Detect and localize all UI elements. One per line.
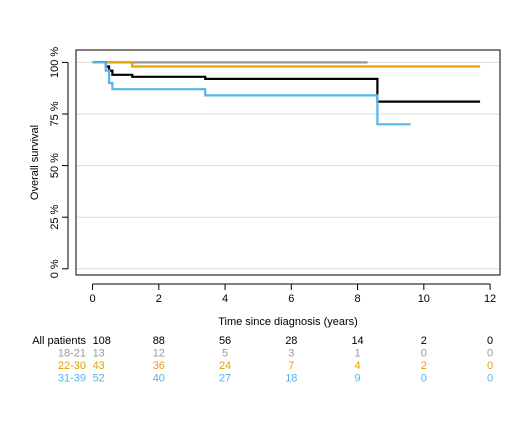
risk-count: 0 [487, 335, 493, 347]
x-tick-label: 10 [418, 293, 430, 305]
risk-count: 28 [285, 335, 297, 347]
y-tick-label: 50 % [49, 153, 61, 178]
risk-count: 36 [153, 360, 165, 372]
x-axis: 0 2 4 6 8 10 12 [90, 283, 496, 305]
risk-count: 12 [153, 348, 165, 360]
risk-count: 43 [93, 360, 105, 372]
y-axis-title: Overall survival [29, 125, 41, 200]
risk-count: 108 [93, 335, 111, 347]
plot-frame [75, 49, 501, 276]
risk-count: 88 [153, 335, 165, 347]
risk-count: 0 [487, 348, 493, 360]
y-tick-label: 0 % [49, 259, 61, 278]
risk-count: 56 [219, 335, 231, 347]
risk-row-label: 22-30 [58, 360, 86, 372]
x-tick-label: 4 [222, 293, 228, 305]
risk-count: 0 [487, 373, 493, 385]
risk-count: 0 [421, 373, 427, 385]
x-tick-label: 6 [288, 293, 294, 305]
risk-row-label: All patients [32, 335, 86, 347]
x-tick-label: 2 [156, 293, 162, 305]
x-tick-label: 0 [90, 293, 96, 305]
y-axis: 0 % 25 % 50 % 75 % 100 % [49, 47, 69, 278]
risk-row-label: 18-21 [58, 348, 86, 360]
risk-count: 13 [93, 348, 105, 360]
risk-count: 0 [487, 360, 493, 372]
risk-count: 4 [355, 360, 361, 372]
risk-table: All patients 108 88 56 28 14 2 018-21 13 12 5 3 1 0 02… [32, 335, 493, 385]
risk-count: 18 [285, 373, 297, 385]
risk-count: 3 [288, 348, 294, 360]
survival-curve-2 [92, 61, 481, 68]
risk-count: 1 [355, 348, 361, 360]
x-tick-label: 12 [484, 293, 496, 305]
risk-count: 24 [219, 360, 231, 372]
risk-count: 14 [351, 335, 363, 347]
risk-count: 9 [355, 373, 361, 385]
risk-count: 0 [421, 348, 427, 360]
survival-curves [92, 61, 481, 126]
risk-count: 52 [93, 373, 105, 385]
risk-count: 7 [288, 360, 294, 372]
risk-row-label: 31-39 [58, 373, 86, 385]
risk-count: 2 [421, 360, 427, 372]
risk-count: 40 [153, 373, 165, 385]
y-tick-label: 25 % [49, 204, 61, 229]
x-tick-label: 8 [355, 293, 361, 305]
risk-count: 2 [421, 335, 427, 347]
x-axis-title: Time since diagnosis (years) [218, 316, 358, 328]
risk-count: 27 [219, 373, 231, 385]
y-tick-label: 75 % [49, 101, 61, 126]
gridlines [76, 61, 500, 270]
risk-count: 5 [222, 348, 228, 360]
survival-curve-4 [92, 61, 411, 126]
y-tick-label: 100 % [49, 47, 61, 78]
